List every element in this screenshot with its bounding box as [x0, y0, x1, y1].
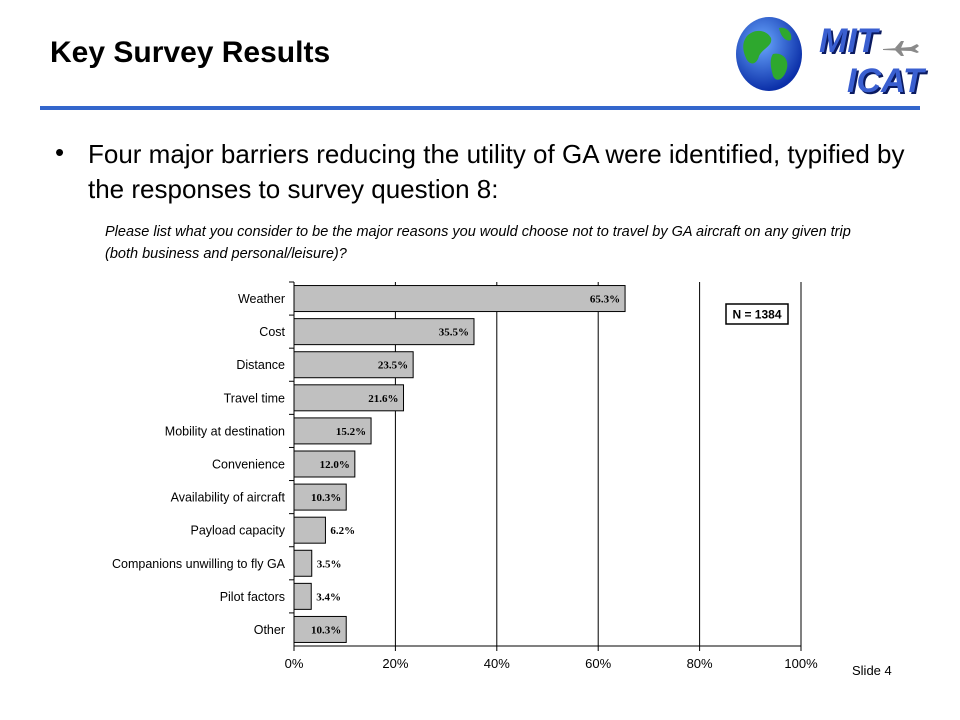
bar — [293, 417, 372, 445]
category-label: Availability of aircraft — [171, 491, 286, 505]
survey-question: Please list what you consider to be the … — [105, 224, 851, 262]
title-divider — [40, 106, 920, 110]
bar — [293, 483, 347, 511]
category-label: Other — [254, 623, 285, 637]
data-label: 12.0% — [320, 459, 350, 471]
category-label: Payload capacity — [190, 524, 285, 538]
x-tick-label: 0% — [285, 656, 304, 671]
mit-icat-logo: MIT ICAT — [733, 8, 933, 103]
bar — [293, 516, 326, 544]
data-label: 6.2% — [330, 525, 355, 537]
bar — [293, 582, 312, 610]
data-label: 15.2% — [336, 426, 366, 438]
sample-size-box — [725, 303, 789, 325]
category-label: Travel time — [224, 391, 285, 405]
x-tick-label: 20% — [382, 656, 408, 671]
bar — [293, 450, 356, 478]
category-label: Weather — [238, 292, 285, 306]
bullet-icon: • — [55, 137, 65, 167]
category-label: Mobility at destination — [165, 424, 285, 438]
bar — [293, 285, 626, 313]
slide-number: Slide 4 — [852, 663, 892, 678]
bar — [293, 549, 313, 577]
category-label: Cost — [259, 325, 285, 339]
data-label: 21.6% — [368, 393, 398, 405]
slide-title: Key Survey Results — [50, 36, 331, 69]
data-label: 10.3% — [311, 492, 341, 504]
x-tick-label: 100% — [784, 656, 818, 671]
data-label: 3.4% — [316, 591, 341, 603]
logo-text-icat: ICAT — [847, 62, 924, 100]
data-label: 23.5% — [378, 360, 408, 372]
data-label: 65.3% — [590, 294, 620, 306]
bar — [293, 384, 405, 412]
x-tick-label: 40% — [484, 656, 510, 671]
category-label: Companions unwilling to fly GA — [112, 557, 286, 571]
logo-text-mit: MIT — [819, 22, 878, 60]
data-label: 10.3% — [311, 624, 341, 636]
category-label: Pilot factors — [220, 590, 285, 604]
bar — [293, 318, 475, 346]
bar — [293, 351, 414, 379]
x-tick-label: 80% — [687, 656, 713, 671]
data-label: 3.5% — [317, 558, 342, 570]
bullet-text: Four major barriers reducing the utility… — [88, 139, 905, 204]
sample-size-label: N = 1384 — [732, 308, 781, 322]
globe-icon — [736, 17, 802, 91]
category-label: Convenience — [212, 458, 285, 472]
data-label: 35.5% — [439, 327, 469, 339]
category-label: Distance — [236, 358, 285, 372]
airplane-icon — [883, 41, 919, 56]
x-tick-label: 60% — [585, 656, 611, 671]
bar-chart: 0% 20% 40% 60% 80% 100% Weather 65.3% Cost 35.5% D… — [112, 281, 818, 671]
bar — [293, 615, 347, 643]
